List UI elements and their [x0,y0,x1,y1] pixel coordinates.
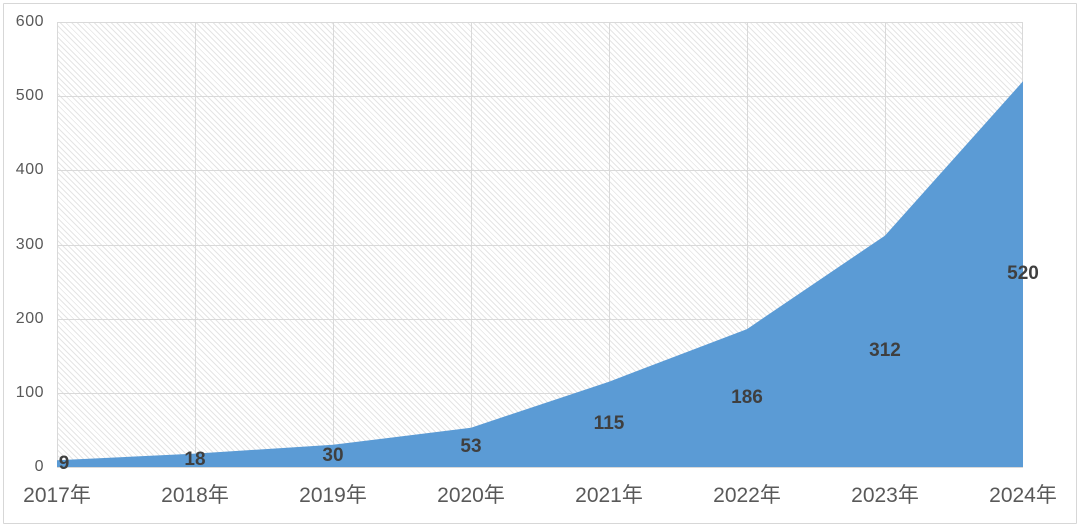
vertical-gridline [609,22,610,467]
horizontal-gridline [57,170,1023,172]
data-label: 186 [731,387,763,409]
plot-area: 9 18 30 53 115 186 312 520 [57,22,1039,474]
vertical-gridline [471,22,472,467]
x-axis-tick-label: 2023年 [851,484,919,507]
y-axis-tick-label: 500 [15,87,44,105]
x-axis-tick-label: 2017年 [23,484,91,507]
y-axis-tick-label: 100 [15,383,44,401]
data-label: 520 [1007,263,1039,285]
horizontal-gridline [57,392,1023,394]
x-axis-tick-label: 2024年 [989,484,1057,507]
data-label: 18 [184,449,206,471]
x-axis-tick-label: 2022年 [713,484,781,507]
y-axis-tick-label: 0 [34,458,44,475]
y-axis-tick-label: 300 [15,235,44,253]
data-label: 30 [322,444,344,466]
vertical-gridline [747,22,748,467]
x-axis-tick-label: 2018年 [161,484,229,507]
horizontal-gridline [57,318,1023,320]
x-axis-tick-label: 2021年 [575,484,643,507]
y-axis-tick-label: 600 [15,13,44,30]
vertical-gridline [57,22,58,467]
y-axis-tick-label: 400 [15,161,44,179]
data-label: 9 [58,452,70,474]
x-axis-tick-label: 2019年 [299,484,367,507]
data-label: 53 [460,436,482,458]
data-label: 115 [593,413,625,435]
x-axis-tick-label: 2020年 [437,484,505,507]
horizontal-gridline [57,244,1023,246]
y-axis-tick-label: 200 [15,309,44,327]
vertical-gridline [195,22,196,467]
horizontal-gridline [57,96,1023,98]
data-label: 312 [869,340,901,362]
horizontal-gridline [57,22,1023,23]
area-polygon [57,81,1023,467]
vertical-gridline [333,22,334,467]
area-series [57,81,1023,467]
